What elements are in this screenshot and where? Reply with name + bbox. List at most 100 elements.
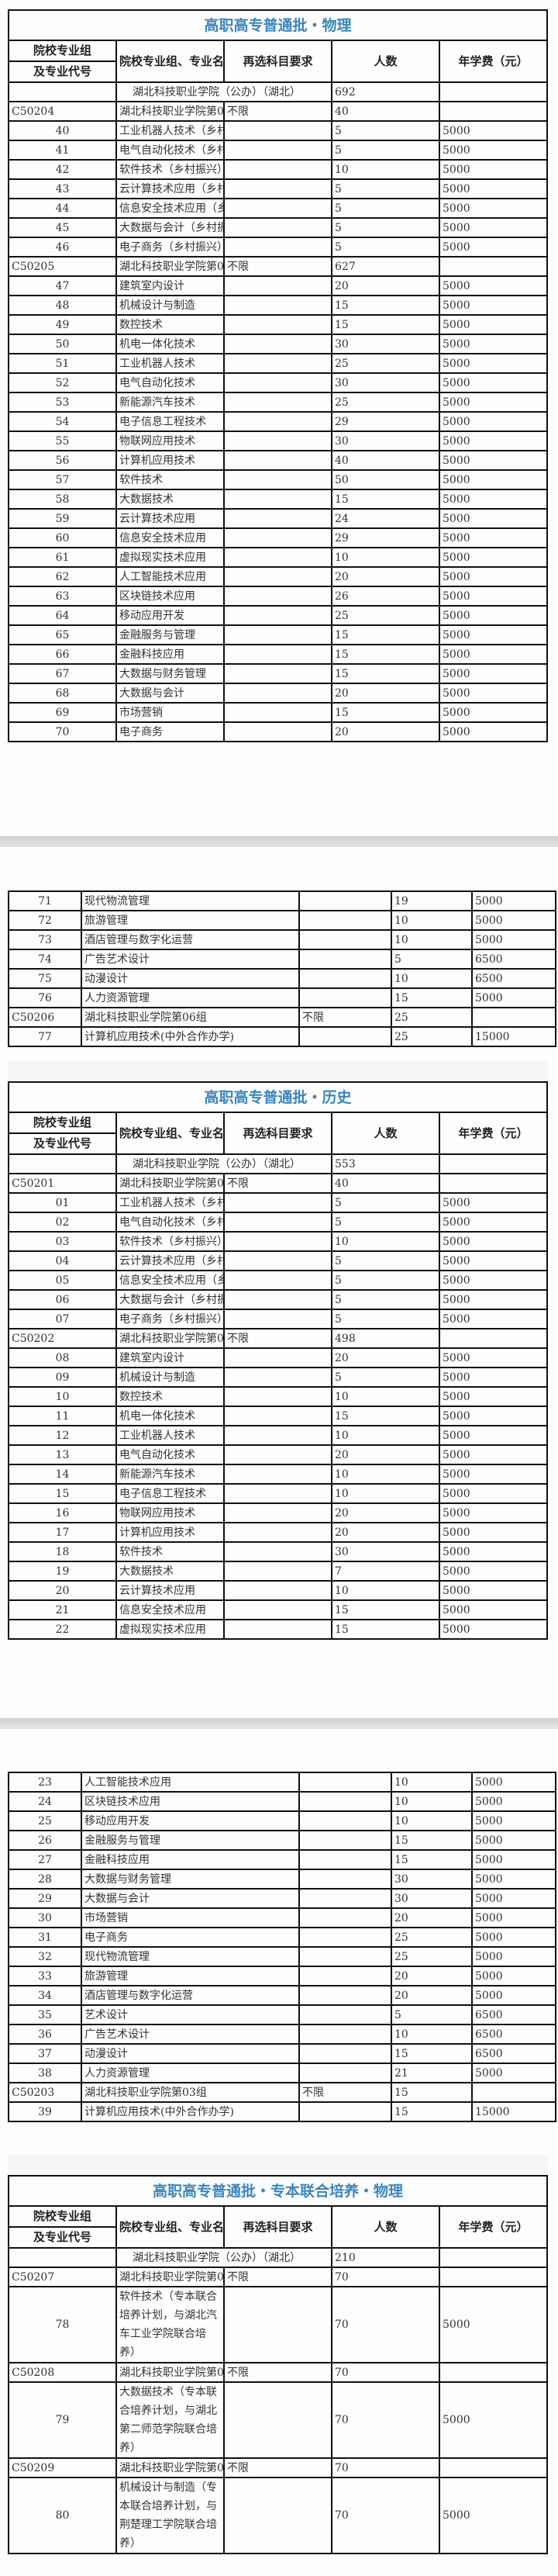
name-cell: 大数据与会计（乡村振兴）: [115, 217, 225, 238]
header-code-line1: 院校专业组: [10, 2208, 115, 2228]
header-count: 人数: [331, 1112, 440, 1155]
name-cell: 移动应用开发: [81, 1810, 300, 1831]
name-cell: 酒店管理与数字化运营: [81, 1985, 300, 2006]
group-row: C50208湖北科技职业学院第08组不限70: [8, 2362, 548, 2383]
name-cell: 金融科技应用: [81, 1849, 300, 1870]
name-cell: 人工智能技术应用: [81, 1772, 300, 1793]
fee-cell: 5000: [439, 469, 548, 490]
count-cell: 21: [391, 2063, 473, 2083]
name-cell: 湖北科技职业学院第07组: [115, 2267, 225, 2287]
admission-table: 高职高专普通批・历史院校专业组及专业代号院校专业组、专业名称及备注再选科目要求人…: [8, 1081, 548, 1640]
count-cell: 20: [331, 721, 440, 742]
count-cell: 30: [331, 334, 440, 354]
requirement-cell: [223, 586, 332, 607]
count-cell: 25: [391, 1927, 473, 1948]
fee-cell: 5000: [439, 178, 548, 199]
major-row: 53 新能源汽车技术 25 5000: [8, 392, 548, 413]
name-cell: 电子信息工程技术: [115, 1483, 225, 1504]
code-cell: 51: [8, 353, 117, 374]
requirement-cell: [298, 2101, 392, 2122]
institution-row: 湖北科技职业学院（公办）（湖北） 692: [8, 81, 548, 102]
table-joint-physics: 高职高专普通批・专本联合培养・物理院校专业组及专业代号院校专业组、专业名称及备注…: [8, 2175, 548, 2554]
major-row: 13 电气自动化技术 20 5000: [8, 1444, 548, 1465]
major-row: 24 区块链技术应用 10 5000: [8, 1791, 556, 1812]
code-cell: C50202: [8, 1328, 117, 1349]
count-cell: 25: [331, 605, 440, 626]
major-row: 51 工业机器人技术 25 5000: [8, 353, 548, 374]
count-cell: 5: [331, 1192, 440, 1213]
major-row: 80 机械设计与制造（专本联合培养计划，与荆楚理工学院联合培养） 70 5000: [8, 2477, 548, 2554]
major-row: 07 电子商务（乡村振兴） 5 5000: [8, 1309, 548, 1329]
fee-cell: 5000: [439, 140, 548, 161]
count-cell: 10: [391, 1791, 473, 1812]
major-row: 72 旅游管理 10 5000: [8, 910, 556, 931]
name-cell: 物联网应用技术: [115, 1502, 225, 1523]
fee-cell: 6500: [471, 2024, 556, 2045]
requirement-cell: [223, 721, 332, 742]
code-cell: 06: [8, 1289, 117, 1310]
fee-cell: 5000: [439, 1541, 548, 1562]
code-cell: 40: [8, 120, 117, 141]
name-cell: 电气自动化技术（乡村振兴）: [115, 1212, 225, 1233]
institution-row: 湖北科技职业学院（公办）（湖北） 553: [8, 1153, 548, 1174]
code-cell: 74: [8, 949, 82, 970]
fee-cell: 5000: [439, 624, 548, 645]
fee-cell: 5000: [471, 1772, 556, 1793]
fee-cell: 5000: [471, 1849, 556, 1870]
code-cell: 70: [8, 721, 117, 742]
requirement-cell: [223, 334, 332, 354]
major-row: 14 新能源汽车技术 10 5000: [8, 1464, 548, 1485]
code-cell: 48: [8, 295, 117, 316]
major-row: 27 金融科技应用 15 5000: [8, 1849, 556, 1870]
requirement-cell: [223, 547, 332, 568]
name-cell: 物联网应用技术: [115, 430, 225, 451]
requirement-cell: [223, 314, 332, 335]
code-cell: C50206: [8, 1007, 82, 1028]
requirement-cell: [223, 1599, 332, 1620]
fee-cell: 15000: [471, 2101, 556, 2122]
requirement-cell: [298, 890, 392, 911]
name-cell: 新能源汽车技术: [115, 1464, 225, 1485]
name-cell: 计算机应用技术: [115, 1522, 225, 1543]
requirement-cell: [223, 1483, 332, 1504]
fee-cell: 5000: [439, 392, 548, 413]
fee-cell: 5000: [439, 1212, 548, 1233]
fee-cell: 5000: [439, 1250, 548, 1271]
count-cell: 10: [391, 910, 473, 931]
name-cell: 大数据与会计: [81, 1888, 300, 1909]
count-cell: 15: [331, 1599, 440, 1620]
name-cell: 机电一体化技术: [115, 1406, 225, 1426]
code-cell: 37: [8, 2043, 82, 2064]
group-row: C50204湖北科技职业学院第04组不限40: [8, 101, 548, 122]
count-cell: 15: [391, 2043, 473, 2064]
requirement-cell: [223, 1270, 332, 1291]
name-cell: 机电一体化技术: [115, 334, 225, 354]
fee-cell: 5000: [471, 987, 556, 1008]
count-cell: 15: [331, 314, 440, 335]
code-cell: 60: [8, 527, 117, 548]
requirement-cell: [298, 949, 392, 970]
header-code: 院校专业组 及专业代号: [8, 1112, 117, 1155]
major-row: 77 计算机应用技术(中外合作办学) 25 15000: [8, 1026, 556, 1047]
requirement-cell: [223, 1444, 332, 1465]
major-row: 31 电子商务 25 5000: [8, 1927, 556, 1948]
requirement-cell: [223, 527, 332, 548]
fee-cell: 6500: [471, 2043, 556, 2064]
page-margin: [8, 2155, 548, 2175]
fee-cell: 5000: [471, 1907, 556, 1928]
major-row: 63 区块链技术应用 26 5000: [8, 586, 548, 607]
requirement-cell: [223, 450, 332, 471]
count-cell: 498: [331, 1328, 440, 1349]
requirement-cell: [298, 1927, 392, 1948]
fee-cell: 5000: [439, 702, 548, 723]
major-row: 25 移动应用开发 10 5000: [8, 1810, 556, 1831]
name-cell: 旅游管理: [81, 1966, 300, 1986]
major-row: 66 金融科技应用 15 5000: [8, 644, 548, 665]
fee-cell: 5000: [471, 1791, 556, 1812]
code-cell: 33: [8, 1966, 82, 1986]
count-cell: 10: [391, 968, 473, 989]
major-row: 32 现代物流管理 25 5000: [8, 1946, 556, 1967]
requirement-cell: [223, 353, 332, 374]
major-row: 19 大数据技术 7 5000: [8, 1561, 548, 1582]
count-cell: 70: [331, 2362, 440, 2383]
